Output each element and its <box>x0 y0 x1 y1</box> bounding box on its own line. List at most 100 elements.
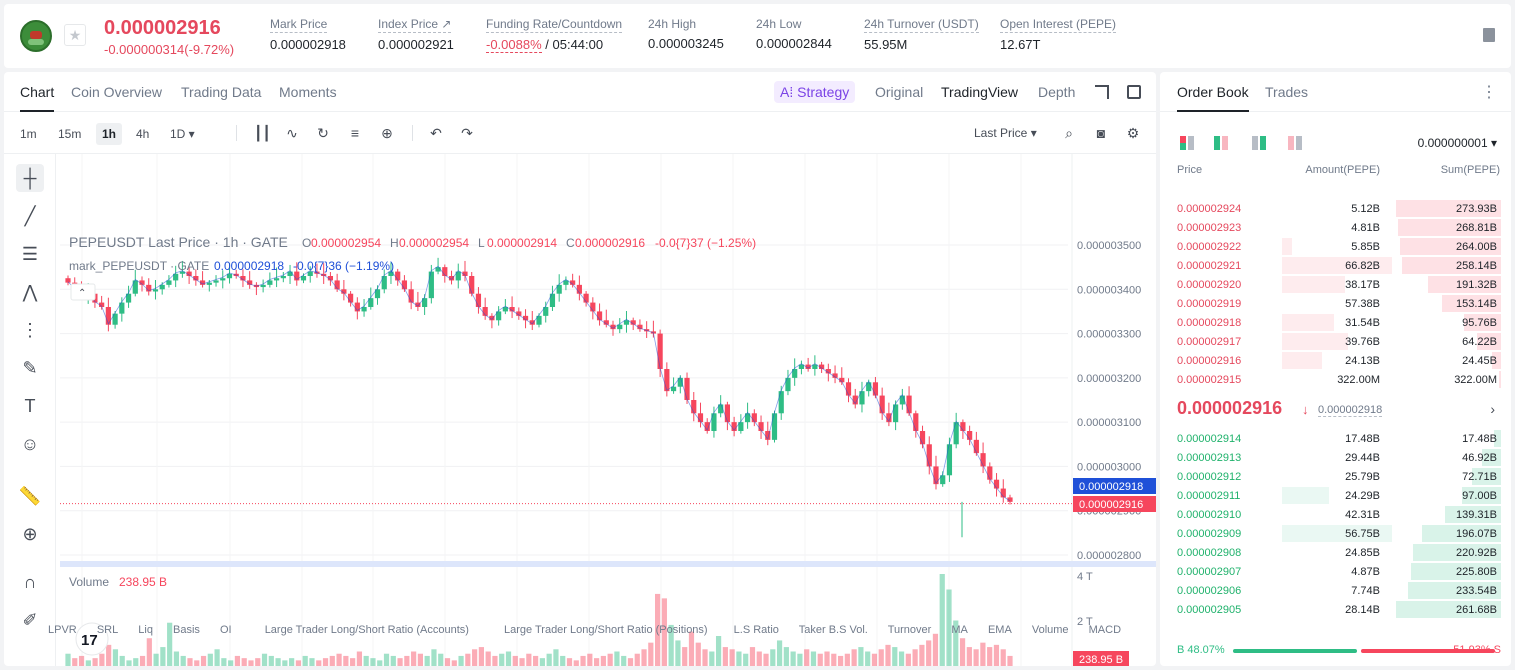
y-tick-label: 0.000003500 <box>1077 240 1141 252</box>
favorite-star-icon[interactable]: ★ <box>64 24 86 46</box>
ask-row[interactable]: 0.000002915 322.00M 322.00M <box>1160 370 1511 389</box>
expand-icon[interactable] <box>1095 85 1109 99</box>
indicator-macd[interactable]: MACD <box>1088 624 1122 636</box>
drawing-toolbar: ┼ ╱ ☰ ⋀ ⋮ ✎ T ☺ 📏 ⊕ ∩ ✐ <box>4 154 56 666</box>
emoji-icon[interactable]: ☺ <box>20 434 40 454</box>
fullscreen-icon[interactable] <box>1127 85 1141 99</box>
stat-open-interest[interactable]: Open Interest (PEPE) 12.67T <box>1000 17 1117 52</box>
bid-row[interactable]: 0.000002909 56.75B 196.07B <box>1160 524 1511 543</box>
tab-moments[interactable]: Moments <box>279 84 337 100</box>
redo-icon[interactable]: ↷ <box>461 125 473 141</box>
candle-body <box>529 320 535 325</box>
ruler-icon[interactable]: 📏 <box>18 486 42 506</box>
pattern-icon[interactable]: ⋀ <box>22 282 38 302</box>
timeframe-4h[interactable]: 4h <box>136 127 150 141</box>
indicator-volume[interactable]: Volume <box>1031 624 1069 636</box>
tab-trades[interactable]: Trades <box>1265 84 1309 100</box>
indicator-turnover[interactable]: Turnover <box>887 624 932 636</box>
bid-row[interactable]: 0.000002906 7.74B 233.54B <box>1160 581 1511 600</box>
fib-icon[interactable]: ⋮ <box>21 320 39 340</box>
ask-row[interactable]: 0.000002921 66.82B 258.14B <box>1160 256 1511 275</box>
timeframe-15m[interactable]: 15m <box>58 127 82 141</box>
view-original[interactable]: Original <box>875 84 924 100</box>
layout-large-icon[interactable] <box>1288 136 1302 150</box>
magnet-icon[interactable]: ∩ <box>23 572 37 592</box>
view-tradingview[interactable]: TradingView <box>941 84 1019 100</box>
ask-row[interactable]: 0.000002920 38.17B 191.32B <box>1160 275 1511 294</box>
ask-row[interactable]: 0.000002922 5.85B 264.00B <box>1160 237 1511 256</box>
bid-row[interactable]: 0.000002910 42.31B 139.31B <box>1160 505 1511 524</box>
tab-trading-data[interactable]: Trading Data <box>181 84 262 100</box>
indicator-liq[interactable]: Liq <box>138 624 153 636</box>
layout-bids-icon[interactable] <box>1214 136 1228 150</box>
indicator-basis[interactable]: Basis <box>173 624 200 636</box>
camera-icon[interactable]: ◙ <box>1096 125 1106 141</box>
bid-row[interactable]: 0.000002908 24.85B 220.92B <box>1160 543 1511 562</box>
ask-row[interactable]: 0.000002917 39.76B 64.22B <box>1160 332 1511 351</box>
volume-bar <box>377 660 383 666</box>
tab-chart[interactable]: Chart <box>20 84 55 112</box>
candle-body <box>684 377 690 400</box>
timeframe-1h[interactable]: 1h <box>96 123 123 145</box>
view-depth[interactable]: Depth <box>1038 84 1076 100</box>
indicator-lpvr[interactable]: LPVR <box>48 624 77 636</box>
trendline-icon[interactable]: ╱ <box>24 206 36 226</box>
indicator-ls-ratio[interactable]: L.S Ratio <box>733 624 779 636</box>
indicator-lt-positions[interactable]: Large Trader Long/Short Ratio (Positions… <box>503 624 708 636</box>
indicator-taker[interactable]: Taker B.S Vol. <box>798 624 868 636</box>
indicator-ema[interactable]: EMA <box>987 624 1012 636</box>
crosshair-icon[interactable]: ┼ <box>16 164 44 192</box>
candle-body <box>899 395 905 405</box>
bid-row[interactable]: 0.000002914 17.48B 17.48B <box>1160 429 1511 448</box>
candle-body <box>247 280 253 285</box>
indicator-oi[interactable]: OI <box>220 624 232 636</box>
stat-mark-price[interactable]: Mark Price 0.000002918 <box>270 17 346 52</box>
layout-both-icon[interactable] <box>1180 136 1194 150</box>
ask-row[interactable]: 0.000002924 5.12B 273.93B <box>1160 199 1511 218</box>
ask-row[interactable]: 0.000002918 31.54B 95.76B <box>1160 313 1511 332</box>
tab-coin-overview[interactable]: Coin Overview <box>71 84 163 100</box>
templates-icon[interactable]: ≡ <box>350 125 360 141</box>
pencil-lock-icon[interactable]: ✐ <box>22 610 38 630</box>
bid-price: 0.000002913 <box>1177 452 1242 464</box>
bid-row[interactable]: 0.000002907 4.87B 225.80B <box>1160 562 1511 581</box>
alert-add-icon[interactable]: ⊕ <box>381 125 393 141</box>
ask-row[interactable]: 0.000002919 57.38B 153.14B <box>1160 294 1511 313</box>
price-type-select[interactable]: Last Price ▾ <box>974 126 1037 140</box>
timeframe-1d[interactable]: 1D ▾ <box>170 127 195 141</box>
candle-type-icon[interactable]: ┃┃ <box>254 125 271 141</box>
indicator-lt-accounts[interactable]: Large Trader Long/Short Ratio (Accounts) <box>264 624 469 636</box>
bid-row[interactable]: 0.000002913 29.44B 46.92B <box>1160 448 1511 467</box>
bid-row[interactable]: 0.000002905 28.14B 261.68B <box>1160 600 1511 619</box>
brush-icon[interactable]: ✎ <box>22 358 38 378</box>
stat-index-price[interactable]: Index Price ↗ 0.000002921 <box>378 17 454 52</box>
ask-row[interactable]: 0.000002916 24.13B 24.45B <box>1160 351 1511 370</box>
document-icon[interactable] <box>1483 28 1495 42</box>
candle-body <box>146 284 152 292</box>
chevron-right-icon[interactable]: › <box>1490 401 1495 417</box>
price-chart[interactable]: 0.000003500 0.000003400 0.000003300 0.00000… <box>4 154 1156 666</box>
indicators-icon[interactable]: ∿ <box>286 125 298 141</box>
layout-asks-icon[interactable] <box>1252 136 1266 150</box>
ask-row[interactable]: 0.000002923 4.81B 268.81B <box>1160 218 1511 237</box>
volume-bar <box>255 658 261 666</box>
stat-24h-turnover[interactable]: 24h Turnover (USDT) 55.95M <box>864 17 979 52</box>
stat-funding-rate[interactable]: Funding Rate/Countdown -0.0088% / 05:44:… <box>486 17 623 53</box>
indicator-srl[interactable]: SRL <box>96 624 119 636</box>
indicator-ma[interactable]: MA <box>951 624 968 636</box>
precision-select[interactable]: 0.000000001 ▾ <box>1417 136 1497 150</box>
more-options-icon[interactable]: ⋮ <box>1481 84 1497 101</box>
bid-row[interactable]: 0.000002912 25.79B 72.71B <box>1160 467 1511 486</box>
bid-row[interactable]: 0.000002911 24.29B 97.00B <box>1160 486 1511 505</box>
zoom-in-icon[interactable]: ⊕ <box>22 524 38 544</box>
undo-icon[interactable]: ↶ <box>430 125 442 141</box>
horizontal-lines-icon[interactable]: ☰ <box>21 244 39 264</box>
gear-icon[interactable]: ⚙ <box>1126 125 1140 141</box>
strategy-button[interactable]: A⁞ Strategy <box>774 81 856 103</box>
text-icon[interactable]: T <box>24 396 36 416</box>
timeframe-1m[interactable]: 1m <box>20 127 37 141</box>
search-icon[interactable]: ⌕ <box>1065 125 1073 141</box>
tab-order-book[interactable]: Order Book <box>1177 84 1249 112</box>
replay-icon[interactable]: ↻ <box>317 125 329 141</box>
ask-price: 0.000002924 <box>1177 203 1242 215</box>
